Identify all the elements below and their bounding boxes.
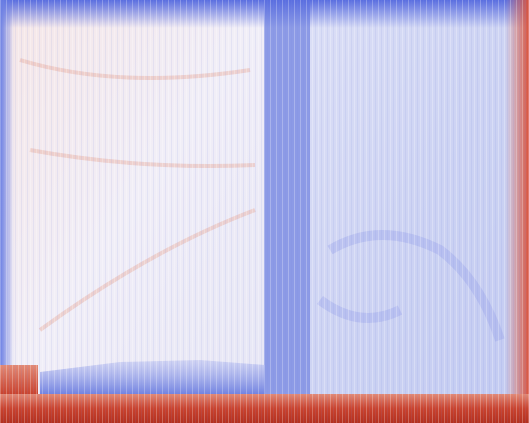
heatmap-image xyxy=(0,0,529,423)
page: (() => { const data = JSON.parse(documen… xyxy=(0,0,529,423)
stripe-texture xyxy=(0,0,529,423)
